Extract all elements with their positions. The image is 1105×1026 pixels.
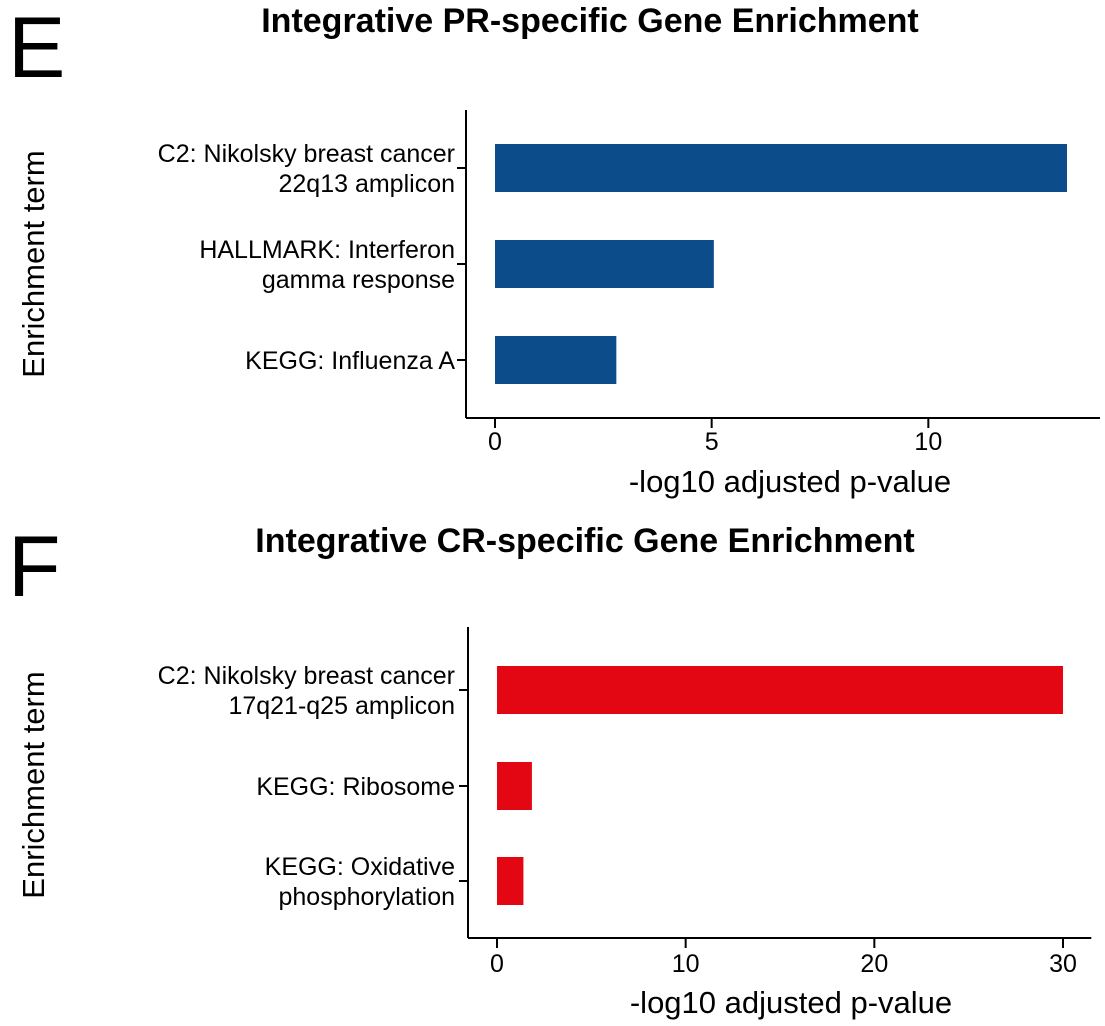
category-label: HALLMARK: Interferon	[199, 236, 455, 264]
x-tick-label: 20	[860, 950, 888, 978]
category-label: KEGG: Oxidative	[265, 853, 455, 881]
chart-panel-e: E Integrative PR-specific Gene Enrichment…	[8, 0, 1100, 499]
bar	[495, 336, 617, 384]
x-tick-label: 10	[914, 428, 942, 456]
bar	[495, 144, 1067, 192]
chart-title: Integrative CR-specific Gene Enrichment	[255, 522, 914, 560]
category-label: 17q21-q25 amplicon	[228, 692, 455, 720]
chart-panel-f: F Integrative CR-specific Gene Enrichment…	[8, 519, 1092, 1020]
x-axis-label: -log10 adjusted p-value	[629, 464, 951, 499]
x-tick-label: 5	[705, 428, 719, 456]
x-tick-label: 0	[490, 950, 504, 978]
bar	[495, 240, 714, 288]
category-label: C2: Nikolsky breast cancer	[158, 140, 455, 168]
y-axis-label: Enrichment term	[16, 150, 51, 377]
panel-letter: F	[8, 519, 61, 615]
category-label: 22q13 amplicon	[278, 170, 455, 198]
x-tick-label: 0	[488, 428, 502, 456]
x-tick-label: 30	[1049, 950, 1077, 978]
panel-letter: E	[8, 0, 65, 96]
bar	[497, 857, 524, 905]
category-label: C2: Nikolsky breast cancer	[158, 662, 455, 690]
category-label: KEGG: Ribosome	[256, 773, 455, 801]
category-label: KEGG: Influenza A	[245, 347, 455, 375]
x-axis-label: -log10 adjusted p-value	[630, 985, 952, 1020]
category-label: phosphorylation	[278, 883, 455, 911]
category-label: gamma response	[262, 266, 455, 294]
y-axis-label: Enrichment term	[16, 671, 51, 898]
chart-title: Integrative PR-specific Gene Enrichment	[261, 2, 919, 40]
x-tick-label: 10	[672, 950, 700, 978]
bar	[497, 762, 532, 810]
bar	[497, 666, 1063, 714]
